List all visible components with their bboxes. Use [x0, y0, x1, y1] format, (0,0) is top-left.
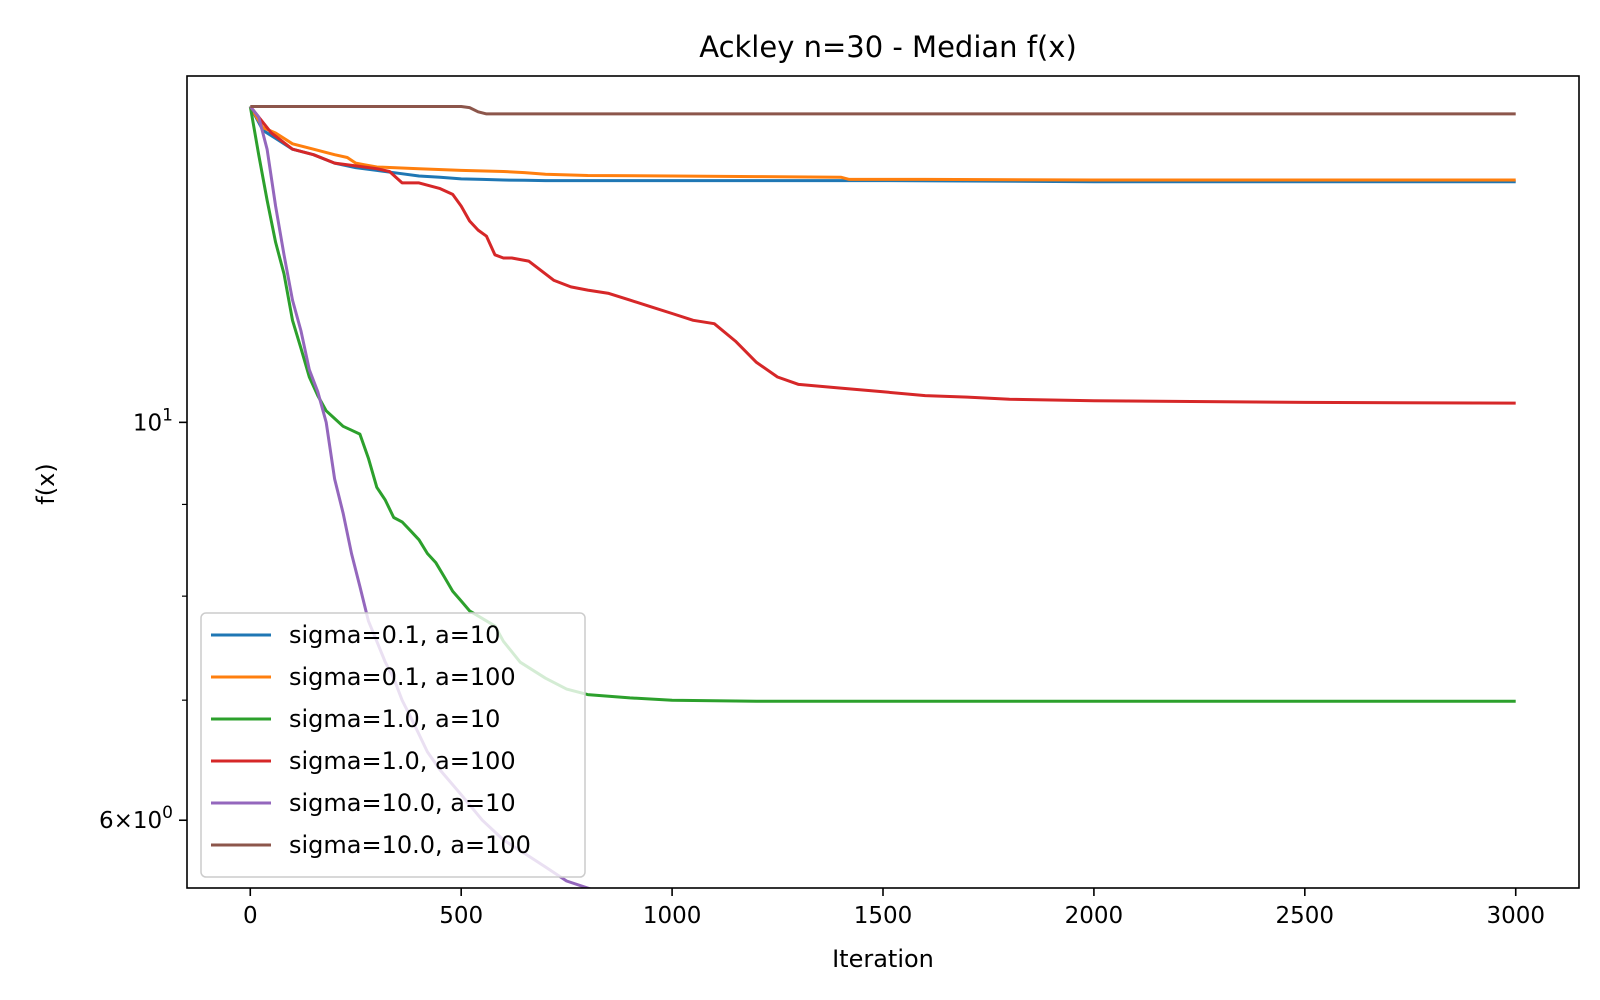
legend-box: [200, 612, 586, 878]
series-line-2: [249, 105, 1516, 182]
legend-label: sigma=10.0, a=100: [289, 831, 531, 859]
legend: sigma=0.1, a=10 sigma=0.1, a=100 sigma=1.0…: [200, 612, 586, 878]
x-tick-label: 2500: [1276, 903, 1335, 929]
x-tick-label: 2000: [1065, 903, 1124, 929]
legend-label: sigma=1.0, a=10: [289, 705, 500, 733]
y-tick-label: 6×100: [99, 803, 173, 834]
x-tick-label: 500: [439, 903, 483, 929]
y-tick-label: 101: [133, 405, 173, 436]
x-axis-label: Iteration: [832, 945, 934, 973]
legend-label: sigma=1.0, a=100: [289, 747, 516, 775]
x-tick-label: 3000: [1486, 903, 1545, 929]
y-axis: 101 6×100: [99, 405, 187, 834]
legend-label: sigma=0.1, a=10: [289, 621, 500, 649]
legend-label: sigma=10.0, a=10: [289, 789, 516, 817]
chart-title: Ackley n=30 - Median f(x): [699, 30, 1077, 64]
x-tick-label: 1500: [854, 903, 913, 929]
x-tick-label: 1000: [643, 903, 702, 929]
x-tick-label: 0: [243, 903, 258, 929]
y-axis-label: f(x): [32, 463, 60, 504]
x-axis: 0 500 1000 1500 2000 2500 3000: [243, 888, 1545, 929]
series-line-4: [249, 105, 1516, 405]
legend-label: sigma=0.1, a=100: [289, 663, 516, 691]
series-line-6: [250, 105, 1516, 116]
